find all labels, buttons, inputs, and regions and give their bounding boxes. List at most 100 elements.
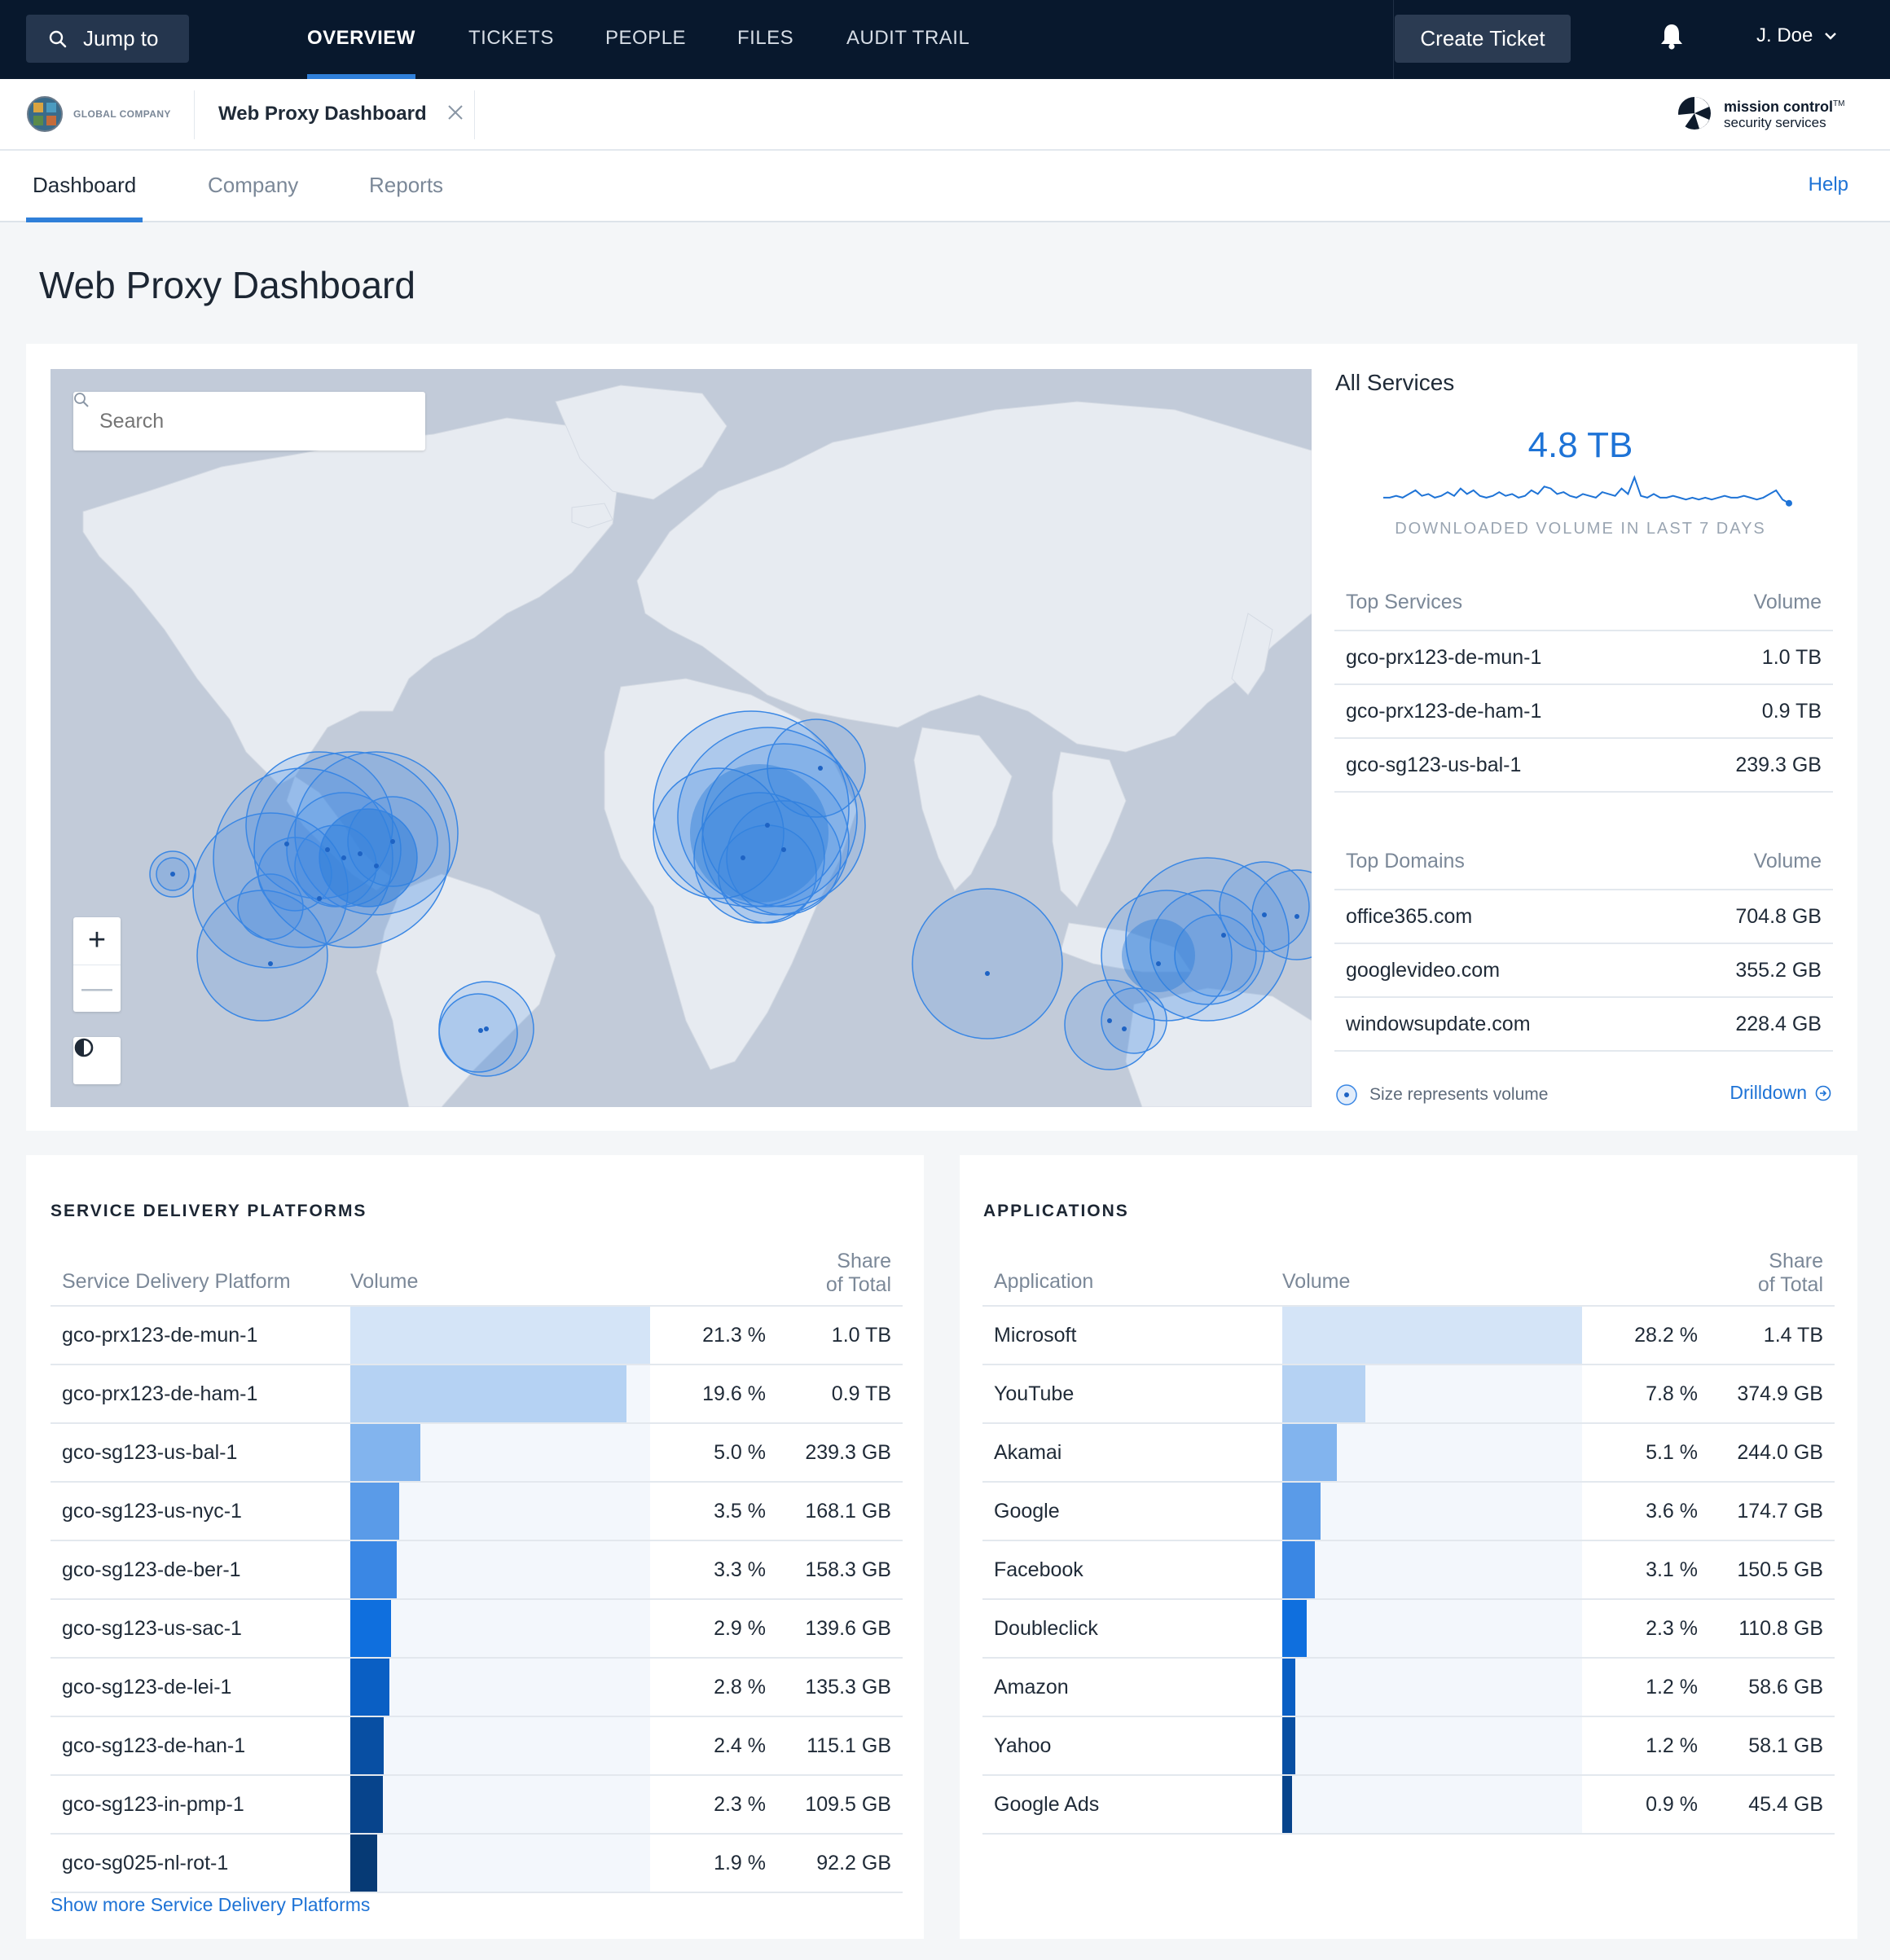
- nav-tab-tickets[interactable]: TICKETS: [468, 27, 554, 49]
- volume-bar-track: [350, 1600, 650, 1657]
- location-dot: [484, 1026, 489, 1031]
- table-row[interactable]: Google 3.6 % 174.7 GB: [982, 1483, 1835, 1541]
- table-row[interactable]: gco-sg123-us-nyc-1 3.5 % 168.1 GB: [51, 1483, 903, 1541]
- column-header-volume: Volume: [1753, 591, 1822, 613]
- jump-to-label: Jump to: [83, 26, 159, 51]
- contrast-toggle[interactable]: [73, 1037, 121, 1084]
- table-row[interactable]: gco-sg123-de-han-1 2.4 % 115.1 GB: [51, 1717, 903, 1776]
- volume-bubble: [253, 751, 451, 948]
- volume-bar-track: [1282, 1717, 1582, 1774]
- volume-bar: [350, 1659, 390, 1716]
- search-icon: [74, 393, 89, 407]
- service-volume: 0.9 TB: [1761, 700, 1822, 723]
- table-header: Application Volume Share of Total: [982, 1245, 1835, 1307]
- table-row[interactable]: Microsoft 28.2 % 1.4 TB: [982, 1307, 1835, 1365]
- map-search-input[interactable]: [99, 409, 376, 433]
- table-row[interactable]: gco-sg123-us-bal-1 239.3 GB: [1334, 739, 1833, 793]
- volume-cluster: [319, 809, 417, 907]
- help-link[interactable]: Help: [1808, 174, 1848, 196]
- legend-label: Size represents volume: [1369, 1085, 1549, 1104]
- user-menu[interactable]: J. Doe: [1756, 24, 1837, 47]
- nav-tab-overview[interactable]: OVERVIEW: [307, 0, 415, 79]
- table-row[interactable]: gco-prx123-de-mun-1 1.0 TB: [1334, 631, 1833, 685]
- table-row[interactable]: googlevideo.com 355.2 GB: [1334, 944, 1833, 998]
- volume-bar: [350, 1776, 383, 1833]
- table-row[interactable]: windowsupdate.com 228.4 GB: [1334, 998, 1833, 1052]
- map-search[interactable]: [73, 392, 425, 450]
- row-share: 1.2 %: [1646, 1676, 1698, 1699]
- nav-tab-audit-trail[interactable]: AUDIT TRAIL: [846, 27, 970, 49]
- sparkline-line: [1383, 475, 1790, 504]
- world-map[interactable]: + —: [51, 369, 1312, 1107]
- nav-divider: [1393, 0, 1394, 79]
- nav-tab-files[interactable]: FILES: [737, 27, 794, 49]
- row-name: gco-sg123-in-pmp-1: [62, 1793, 244, 1816]
- doc-tab-web-proxy-dashboard[interactable]: Web Proxy Dashboard: [218, 103, 427, 125]
- page-tabs: Dashboard Company Reports Help: [0, 151, 1890, 222]
- sdp-table: Service Delivery Platform Volume Share o…: [51, 1245, 903, 1893]
- zoom-in-button[interactable]: +: [87, 923, 107, 957]
- volume-bar-track: [350, 1776, 650, 1833]
- create-ticket-button[interactable]: Create Ticket: [1395, 15, 1571, 63]
- table-row[interactable]: office365.com 704.8 GB: [1334, 890, 1833, 944]
- table-row[interactable]: gco-sg123-in-pmp-1 2.3 % 109.5 GB: [51, 1776, 903, 1835]
- applications-title: APPLICATIONS: [983, 1202, 1129, 1220]
- contrast-icon: [74, 1038, 94, 1057]
- tab-company[interactable]: Company: [208, 173, 299, 197]
- page-title: Web Proxy Dashboard: [39, 264, 415, 306]
- table-header: Top Domains Volume: [1334, 832, 1833, 890]
- volume-bar-track: [350, 1307, 650, 1364]
- table-row[interactable]: Doubleclick 2.3 % 110.8 GB: [982, 1600, 1835, 1659]
- volume-cluster: [1122, 919, 1195, 992]
- tab-dashboard[interactable]: Dashboard: [25, 151, 143, 222]
- column-header-service: Top Services: [1346, 591, 1463, 613]
- table-row[interactable]: Akamai 5.1 % 244.0 GB: [982, 1424, 1835, 1483]
- table-row[interactable]: gco-sg025-nl-rot-1 1.9 % 92.2 GB: [51, 1835, 903, 1893]
- volume-bar: [350, 1835, 377, 1892]
- table-row[interactable]: gco-sg123-de-ber-1 3.3 % 158.3 GB: [51, 1541, 903, 1600]
- row-name: Google Ads: [994, 1793, 1100, 1816]
- jump-to-button[interactable]: Jump to: [26, 15, 189, 63]
- table-row[interactable]: Yahoo 1.2 % 58.1 GB: [982, 1717, 1835, 1776]
- volume-bubble: [1064, 979, 1155, 1070]
- landmass-india: [913, 727, 1013, 891]
- table-row[interactable]: gco-prx123-de-ham-1 19.6 % 0.9 TB: [51, 1365, 903, 1424]
- volume-sparkline: [1383, 475, 1792, 507]
- table-row[interactable]: gco-prx123-de-mun-1 21.3 % 1.0 TB: [51, 1307, 903, 1365]
- row-volume: 58.1 GB: [1748, 1734, 1823, 1757]
- landmass-africa: [604, 678, 858, 1070]
- drilldown-link[interactable]: Drilldown: [1730, 1082, 1831, 1104]
- zoom-out-button[interactable]: —: [73, 965, 121, 1012]
- table-row[interactable]: gco-sg123-us-sac-1 2.9 % 139.6 GB: [51, 1600, 903, 1659]
- volume-bubble: [319, 808, 418, 907]
- location-dot: [1294, 914, 1299, 919]
- row-share: 3.3 %: [714, 1558, 766, 1581]
- close-icon[interactable]: [446, 103, 464, 125]
- table-row[interactable]: gco-sg123-us-bal-1 5.0 % 239.3 GB: [51, 1424, 903, 1483]
- row-name: gco-prx123-de-mun-1: [62, 1324, 258, 1347]
- column-header-share: Share of Total: [1757, 1250, 1823, 1296]
- column-header-volume: Volume: [350, 1270, 419, 1293]
- volume-bar: [1282, 1424, 1337, 1481]
- table-row[interactable]: Google Ads 0.9 % 45.4 GB: [982, 1776, 1835, 1835]
- volume-bubble: [438, 993, 518, 1073]
- table-row[interactable]: Facebook 3.1 % 150.5 GB: [982, 1541, 1835, 1600]
- location-dot: [325, 847, 330, 852]
- show-more-link[interactable]: Show more Service Delivery Platforms: [51, 1894, 371, 1915]
- row-share: 2.8 %: [714, 1676, 766, 1699]
- table-row[interactable]: Amazon 1.2 % 58.6 GB: [982, 1659, 1835, 1717]
- row-share: 7.8 %: [1646, 1382, 1698, 1405]
- table-header: Top Services Volume: [1334, 573, 1833, 631]
- row-share: 2.3 %: [1646, 1617, 1698, 1640]
- row-share: 5.0 %: [714, 1441, 766, 1464]
- table-row[interactable]: YouTube 7.8 % 374.9 GB: [982, 1365, 1835, 1424]
- nav-tab-people[interactable]: PEOPLE: [605, 27, 687, 49]
- table-row[interactable]: gco-sg123-de-lei-1 2.8 % 135.3 GB: [51, 1659, 903, 1717]
- table-row[interactable]: gco-prx123-de-ham-1 0.9 TB: [1334, 685, 1833, 739]
- tab-reports[interactable]: Reports: [369, 173, 444, 197]
- row-volume: 135.3 GB: [805, 1676, 891, 1699]
- volume-bar-track: [1282, 1600, 1582, 1657]
- bell-icon[interactable]: [1659, 23, 1684, 55]
- row-name: Microsoft: [994, 1324, 1077, 1347]
- row-volume: 109.5 GB: [805, 1793, 891, 1816]
